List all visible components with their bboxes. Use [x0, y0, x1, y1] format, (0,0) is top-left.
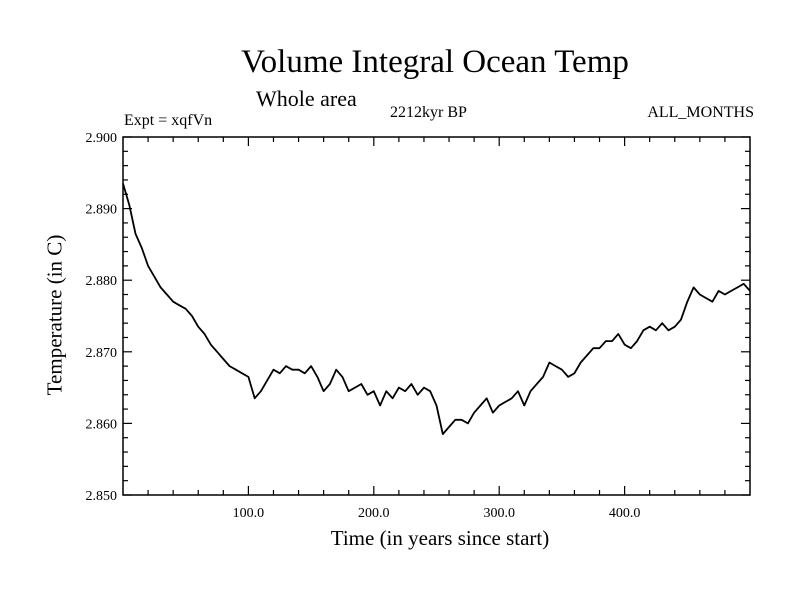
months-label: ALL_MONTHS [647, 104, 754, 121]
x-tick-label: 100.0 [233, 506, 265, 521]
x-tick-label: 300.0 [483, 506, 515, 521]
y-tick-label: 2.860 [86, 417, 118, 432]
y-tick-label: 2.880 [86, 274, 118, 289]
y-tick-label: 2.890 [86, 203, 118, 218]
y-tick-label: 2.870 [86, 346, 118, 361]
x-tick-label: 400.0 [609, 506, 641, 521]
temperature-series-line [122, 183, 751, 435]
plot-frame [122, 136, 751, 496]
x-tick-label: 200.0 [358, 506, 390, 521]
chart-subtitle: Whole area [256, 86, 357, 111]
x-axis-label: Time (in years since start) [330, 526, 550, 550]
chart-title: Volume Integral Ocean Temp [241, 44, 629, 80]
y-tick-label: 2.850 [86, 489, 118, 504]
axis-ticks: 2.850 2.860 2.870 2.880 2.890 2.900 100.0 200.0… [86, 131, 750, 521]
experiment-label: Expt = xqfVn [124, 112, 213, 129]
period-label: 2212kyr BP [390, 104, 467, 121]
y-tick-label: 2.900 [86, 131, 118, 146]
